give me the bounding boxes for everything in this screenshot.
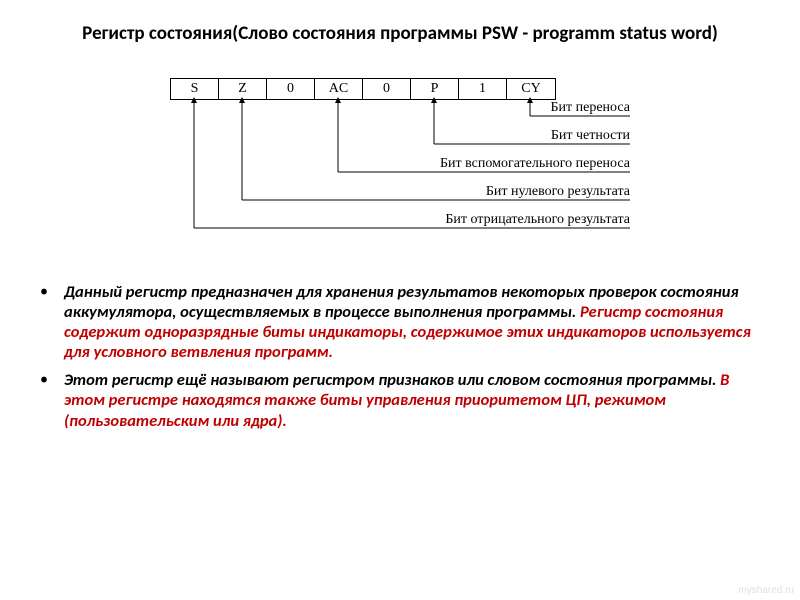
bullet-item-2: • Этот регистр ещё называют регистром пр… (40, 370, 760, 430)
label-bit-aux-carry: Бит вспомогательного переноса (440, 156, 630, 172)
bullet-2-plain: Этот регистр ещё называют регистром приз… (64, 370, 720, 390)
bullet-item-1: • Данный регистр предназначен для хранен… (40, 282, 760, 363)
label-bit-carry: Бит переноса (550, 100, 630, 116)
page-title: Регистр состояния(Слово состояния програ… (0, 0, 800, 56)
label-bit-parity: Бит четности (551, 128, 630, 144)
label-bit-zero: Бит нулевого результата (486, 184, 630, 200)
label-bit-sign: Бит отрицательного результата (445, 212, 630, 228)
connector-lines (0, 56, 800, 276)
bullet-text-1: Данный регистр предназначен для хранения… (64, 282, 760, 363)
bullet-dot-icon: • (40, 370, 64, 391)
register-diagram: S Z 0 AC 0 P 1 CY Бит переноса Бит четно… (0, 56, 800, 276)
watermark: myshared.ru (738, 585, 794, 596)
bullet-list: • Данный регистр предназначен для хранен… (0, 276, 800, 431)
bullet-text-2: Этот регистр ещё называют регистром приз… (64, 370, 760, 430)
bullet-dot-icon: • (40, 282, 64, 303)
